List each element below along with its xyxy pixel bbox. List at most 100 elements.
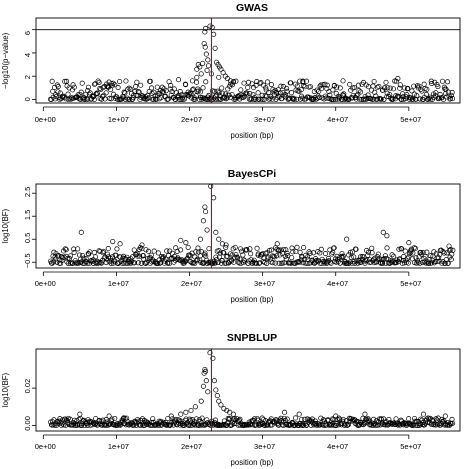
snpblup-point: [323, 422, 330, 428]
bayescpi-point: [412, 245, 418, 251]
bayescpi-point: [79, 252, 86, 259]
bayescpi-point: [353, 246, 359, 252]
gwas-point: [160, 88, 166, 94]
bayescpi-point: [131, 260, 138, 266]
gwas-point: [194, 66, 200, 72]
gwas-point: [212, 45, 218, 51]
bayescpi-point: [235, 259, 241, 265]
gwas-point: [424, 86, 430, 92]
gwas-point: [241, 80, 247, 86]
bayescpi-point: [441, 250, 447, 256]
bayescpi-point: [101, 248, 107, 254]
snpblup-xlabel: position (bp): [231, 458, 274, 467]
gwas-point: [216, 90, 222, 96]
gwas-point: [238, 87, 244, 93]
gwas-point: [165, 96, 171, 102]
bayescpi-point: [289, 245, 295, 251]
bayescpi-title: BayesCPi: [228, 168, 277, 180]
snpblup-point: [203, 378, 209, 384]
snpblup-xtick-label: 0e+00: [35, 442, 56, 451]
snpblup-xticks: 0e+00 1e+07 2e+07 3e+07 4e+07 5e+07: [35, 442, 422, 451]
bayescpi-point: [318, 246, 324, 252]
gwas-point: [421, 81, 427, 87]
snpblup-point: [230, 411, 236, 417]
snpblup-point: [418, 416, 424, 422]
snpblup-xtick-label: 3e+07: [254, 442, 275, 451]
bayescpi-point: [390, 258, 396, 265]
gwas-point: [395, 76, 401, 82]
gwas-point: [258, 80, 264, 86]
snpblup-point: [178, 411, 184, 417]
gwas-point: [70, 82, 76, 88]
snpblup-point: [326, 422, 332, 428]
gwas-ytick-label: 0: [23, 97, 32, 101]
snpblup-point: [142, 420, 149, 426]
bayescpi-point: [375, 251, 381, 257]
gwas-point: [99, 96, 105, 102]
snpblup-point: [149, 422, 155, 428]
gwas-point: [402, 85, 408, 91]
gwas-point: [426, 95, 432, 101]
snpblup-panel: SNPBLUP log10(BF) 0.00 0.02 0e+00 1e+07 …: [1, 332, 461, 467]
bayescpi-point: [307, 250, 313, 256]
bayescpi-point: [339, 251, 345, 257]
gwas-point: [183, 82, 189, 88]
gwas-point: [393, 78, 399, 84]
bayescpi-point: [232, 254, 238, 260]
gwas-point: [358, 89, 364, 95]
bayescpi-point: [129, 258, 135, 265]
bayescpi-point: [78, 229, 84, 235]
gwas-point: [433, 90, 439, 96]
gwas-point: [215, 88, 221, 94]
gwas-point: [405, 85, 411, 91]
bayescpi-point: [431, 260, 437, 266]
gwas-point: [409, 88, 415, 94]
gwas-point: [94, 90, 100, 96]
gwas-point: [382, 85, 388, 91]
bayescpi-xtick-label: 3e+07: [254, 279, 275, 288]
gwas-point: [271, 89, 277, 95]
gwas-point: [176, 96, 182, 102]
gwas-xtick-label: 1e+07: [108, 115, 129, 124]
bayescpi-point: [223, 242, 229, 248]
gwas-point: [356, 88, 362, 94]
bayescpi-point: [237, 246, 244, 252]
bayescpi-point: [284, 250, 290, 256]
gwas-point: [447, 95, 453, 101]
bayescpi-ytick-label: 1.5: [23, 210, 32, 220]
bayescpi-point: [221, 250, 227, 256]
gwas-point: [278, 83, 284, 89]
bayescpi-point: [369, 250, 375, 256]
gwas-point: [383, 79, 389, 85]
bayescpi-point: [193, 249, 199, 255]
gwas-point: [316, 94, 322, 100]
snpblup-plot: [32, 349, 456, 439]
bayescpi-point: [137, 244, 143, 251]
gwas-point: [151, 96, 157, 102]
snpblup-point: [112, 415, 118, 422]
gwas-point: [261, 96, 267, 103]
gwas-point: [168, 82, 174, 89]
gwas-point: [203, 51, 209, 57]
bayescpi-point: [447, 254, 453, 260]
gwas-xtick-label: 5e+07: [400, 115, 421, 124]
bayescpi-point: [405, 260, 411, 266]
snpblup-point: [61, 422, 67, 428]
snpblup-point: [393, 416, 399, 422]
gwas-point: [381, 96, 387, 102]
bayescpi-point: [58, 254, 64, 260]
gwas-point: [301, 82, 307, 89]
bayescpi-point: [117, 241, 123, 247]
snpblup-point: [213, 387, 219, 393]
snpblup-point: [406, 416, 412, 422]
bayescpi-point: [164, 260, 170, 266]
bayescpi-point: [208, 183, 214, 189]
gwas-point: [123, 78, 129, 84]
snpblup-point: [64, 417, 70, 423]
snpblup-point: [247, 422, 253, 428]
bayescpi-point: [293, 249, 299, 255]
snpblup-point: [293, 415, 299, 421]
bayescpi-point: [212, 260, 218, 266]
bayescpi-point: [402, 248, 408, 254]
